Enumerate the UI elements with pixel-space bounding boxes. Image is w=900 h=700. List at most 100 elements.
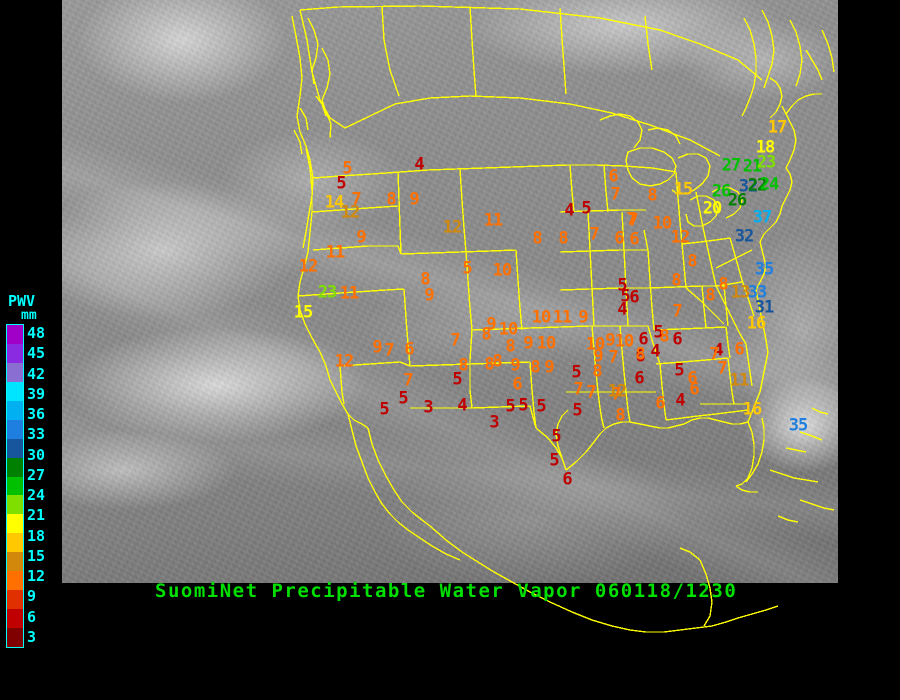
colorbar-tick-label: 3 — [27, 627, 37, 646]
station-pwv-value: 7 — [351, 189, 361, 210]
station-pwv-value: 5 — [551, 426, 561, 447]
colorbar-swatch — [7, 343, 23, 363]
station-pwv-value: 18 — [755, 137, 776, 158]
station-pwv-value: 10 — [536, 333, 557, 354]
station-pwv-value: 9 — [578, 307, 588, 328]
station-pwv-value: 5 — [536, 396, 546, 417]
station-pwv-value: 4 — [675, 390, 685, 411]
station-pwv-value: 10 — [498, 319, 519, 340]
station-pwv-value: 9 — [510, 355, 520, 376]
station-pwv-value: 33 — [747, 282, 768, 303]
station-pwv-value: 5 — [617, 275, 627, 296]
station-pwv-value: 6 — [687, 368, 697, 389]
colorbar-swatch — [7, 438, 23, 458]
station-pwv-value: 5 — [572, 400, 582, 421]
colorbar-swatches — [6, 324, 24, 648]
colorbar-tick-label: 24 — [27, 486, 46, 504]
station-pwv-value: 11 — [729, 370, 750, 391]
station-pwv-value: 4 — [617, 299, 627, 320]
colorbar-tick-label: 30 — [27, 445, 46, 464]
station-pwv-value: 6 — [638, 329, 648, 350]
colorbar-swatch — [7, 552, 23, 572]
colorbar-swatch — [7, 609, 23, 628]
station-pwv-value: 8 — [635, 344, 645, 365]
station-pwv-value: 11 — [325, 242, 346, 263]
station-pwv-value: 10 — [531, 307, 552, 328]
colorbar-swatch — [7, 476, 23, 496]
station-pwv-value: 7 — [573, 379, 583, 400]
station-pwv-value: 24 — [759, 174, 780, 195]
station-pwv-value: 5 — [674, 360, 684, 381]
station-pwv-value: 5 — [342, 158, 352, 179]
station-pwv-value: 6 — [634, 368, 644, 389]
station-pwv-value: 7 — [611, 384, 621, 405]
station-pwv-value: 7 — [589, 224, 599, 245]
station-pwv-value: 8 — [505, 336, 515, 357]
station-pwv-value: 35 — [788, 415, 809, 436]
station-pwv-value: 7 — [626, 209, 636, 230]
station-pwv-value: 8 — [481, 324, 491, 345]
station-pwv-value: 3 — [423, 397, 433, 418]
station-pwv-value: 12 — [340, 202, 361, 223]
station-pwv-value: 8 — [671, 270, 681, 291]
station-pwv-value: 16 — [746, 313, 767, 334]
station-pwv-value: 8 — [484, 354, 494, 375]
colorbar-tick-label: 9 — [27, 587, 37, 606]
colorbar-tick-label: 6 — [27, 607, 37, 626]
station-pwv-value: 9 — [409, 189, 419, 210]
station-pwv-value: 8 — [647, 185, 657, 206]
station-pwv-value: 7 — [610, 184, 620, 205]
station-pwv-value: 9 — [544, 357, 554, 378]
station-pwv-value: 37 — [752, 207, 773, 228]
station-pwv-value: 26 — [727, 190, 748, 211]
station-pwv-value: 11 — [483, 210, 504, 231]
station-pwv-value: 6 — [689, 379, 699, 400]
map-title: SuomiNet Precipitable Water Vapor 060118… — [155, 580, 738, 602]
station-pwv-value: 7 — [450, 330, 460, 351]
station-pwv-value: 8 — [659, 326, 669, 347]
colorbar-tick-label: 18 — [27, 526, 46, 545]
station-pwv-value: 8 — [558, 228, 568, 249]
station-pwv-value: 9 — [356, 227, 366, 248]
station-pwv-value: 32 — [738, 176, 759, 197]
station-pwv-value: 10 — [492, 260, 513, 281]
station-pwv-value: 5 — [581, 198, 591, 219]
station-pwv-value: 8 — [615, 405, 625, 426]
station-pwv-value: 7 — [608, 347, 618, 368]
station-pwv-value: 4 — [564, 200, 574, 221]
legend-units: mm — [21, 308, 37, 323]
colorbar-swatch — [7, 419, 23, 439]
station-pwv-value: 6 — [512, 374, 522, 395]
station-pwv-value: 21 — [742, 156, 763, 177]
station-pwv-value: 8 — [687, 251, 697, 272]
station-pwv-value: 7 — [709, 344, 719, 365]
station-pwv-value: 8 — [705, 285, 715, 306]
station-pwv-value: 12 — [670, 227, 691, 248]
colorbar-tick-label: 36 — [27, 405, 46, 423]
station-pwv-value: 5 — [518, 395, 528, 416]
station-pwv-value: 5 — [398, 388, 408, 409]
station-pwv-value: 9 — [605, 330, 615, 351]
station-pwv-value: 6 — [562, 469, 572, 490]
pwv-colorbar-legend: PWV mm 48 45 42 39 36 33 30 27 24 21 18 15 12 9 6 3 — [0, 292, 62, 660]
colorbar-swatch — [7, 362, 23, 382]
station-pwv-value: 8 — [420, 269, 430, 290]
colorbar-swatch — [7, 514, 23, 534]
station-pwv-value: 11 — [552, 307, 573, 328]
station-pwv-value: 10 — [585, 334, 606, 355]
station-pwv-value: 7 — [586, 382, 596, 403]
colorbar-tick-label: 15 — [27, 546, 46, 565]
station-pwv-value: 7 — [384, 340, 394, 361]
legend-title: PWV — [8, 292, 36, 310]
station-pwv-value: 17 — [767, 117, 788, 138]
station-pwv-value: 7 — [672, 301, 682, 322]
station-pwv-value: 15 — [673, 179, 694, 200]
station-pwv-value: 20 — [702, 198, 723, 219]
station-pwv-value: 6 — [734, 339, 744, 360]
colorbar-swatch — [7, 325, 23, 344]
colorbar-swatch — [7, 495, 23, 515]
station-pwv-value: 31 — [754, 297, 775, 318]
colorbar-swatch — [7, 628, 23, 647]
station-pwv-value: 4 — [713, 340, 723, 361]
station-pwv-value: 26 — [711, 181, 732, 202]
